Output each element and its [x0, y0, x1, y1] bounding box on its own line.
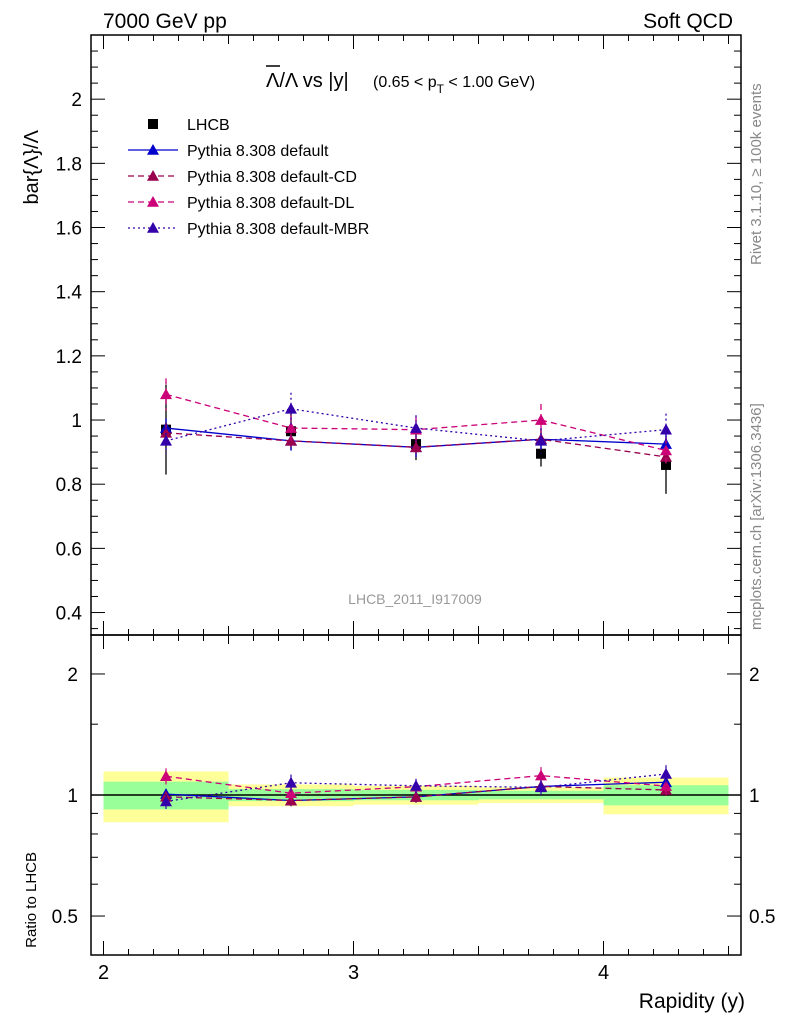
legend-label: Pythia 8.308 default-DL — [187, 195, 354, 212]
legend-label: LHCB — [187, 117, 230, 134]
y-tick-label: 0.8 — [56, 475, 82, 496]
data-point-mc — [160, 434, 172, 446]
data-point-mc — [660, 423, 672, 435]
analysis-id: LHCB_2011_I917009 — [348, 591, 482, 607]
data-point-mc — [535, 414, 547, 425]
title-range-prefix: (0.65 < p — [373, 74, 437, 91]
y-axis-label: bar{Λ}/Λ — [21, 129, 43, 204]
plot-title: Λ/Λ vs |y| (0.65 < pT < 1.00 GeV) — [266, 65, 535, 96]
legend-marker-mc — [147, 196, 159, 207]
ratio-point-mc — [660, 780, 672, 791]
ratio-tick-label-right: 2 — [749, 665, 760, 686]
x-tick-label: 2 — [98, 962, 109, 984]
y-tick-label: 1.6 — [56, 219, 82, 240]
legend-marker-mc — [147, 222, 159, 233]
ratio-axis-label: Ratio to LHCB — [23, 852, 40, 948]
header-right: Soft QCD — [643, 10, 733, 33]
data-point-mc — [660, 444, 672, 456]
data-point-mc — [660, 450, 672, 462]
ratio-point-mc — [660, 767, 672, 779]
y-tick-label: 2 — [71, 90, 82, 111]
data-point-mc — [535, 434, 547, 446]
data-point-mc — [410, 422, 422, 433]
data-point-lhcb — [661, 459, 671, 470]
series-ratio-layer — [160, 765, 672, 810]
y-tick-label: 1.8 — [56, 154, 82, 175]
data-point-mc — [285, 422, 297, 433]
y-tick-label: 1.4 — [56, 283, 83, 304]
title-range-sub: T — [437, 82, 445, 96]
ratio-point-mc — [410, 779, 422, 791]
ratio-tick-label-right: 1 — [749, 786, 760, 807]
y-tick-label: 0.6 — [56, 539, 82, 560]
ratio-point-mc — [285, 787, 297, 798]
axes-layer: 2 3 4 0.4 0.6 0.8 1 1.2 1.4 1.6 1.8 2 0.5 0.5 1 1 2 2 — [52, 34, 775, 984]
data-point-mc — [160, 388, 172, 400]
legend: LHCB Pythia 8.308 default Pythia 8.308 def… — [128, 117, 369, 238]
title-range-suffix: < 1.00 GeV) — [444, 74, 535, 91]
ratio-tick-label-left: 2 — [67, 665, 78, 686]
title-main: Λ/Λ vs |y| — [266, 70, 349, 92]
ratio-point-mc — [535, 769, 547, 781]
series-main-layer — [160, 378, 672, 494]
legend-marker-lhcb — [148, 119, 158, 129]
data-point-mc — [160, 426, 172, 438]
title-range: (0.65 < pT < 1.00 GeV) — [373, 74, 535, 96]
ratio-tick-label-left: 1 — [67, 786, 78, 807]
ratio-point-mc — [410, 790, 422, 802]
y-tick-label: 0.4 — [56, 604, 83, 625]
x-tick-label: 4 — [598, 962, 609, 984]
data-point-mc — [285, 402, 297, 414]
y-tick-label: 1 — [71, 411, 82, 432]
legend-label: Pythia 8.308 default-MBR — [187, 221, 369, 238]
ratio-point-mc — [160, 770, 172, 782]
mcplots-label: mcplots.cern.ch [arXiv:1306.3436] — [748, 403, 765, 630]
x-axis-label: Rapidity (y) — [639, 990, 745, 1013]
ratio-tick-label-left: 0.5 — [52, 907, 78, 928]
legend-marker-mc — [147, 144, 159, 155]
ratio-point-mc — [535, 781, 547, 793]
rivet-label: Rivet 3.1.10, ≥ 100k events — [748, 83, 765, 265]
legend-label: Pythia 8.308 default — [187, 143, 329, 160]
y-tick-label: 1.2 — [56, 347, 82, 368]
header-left: 7000 GeV pp — [103, 10, 227, 33]
legend-label: Pythia 8.308 default-CD — [187, 169, 357, 186]
x-tick-label: 3 — [348, 962, 359, 984]
legend-marker-mc — [147, 170, 159, 181]
ratio-point-mc — [160, 795, 172, 807]
data-point-mc — [410, 441, 422, 453]
ratio-point-mc — [285, 776, 297, 788]
ratio-tick-label-right: 0.5 — [749, 907, 775, 928]
